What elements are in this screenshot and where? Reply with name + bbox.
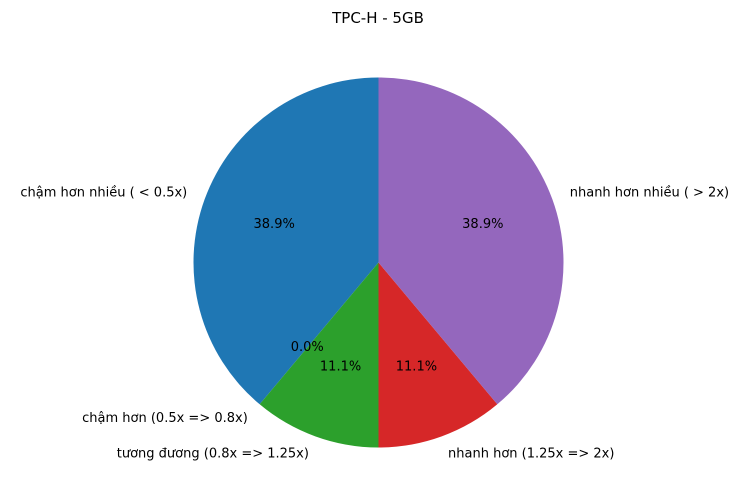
pie-labels: chậm hơn nhiều ( < 0.5x) 38.9% chậm hơn (0… (20, 185, 729, 461)
pie-slice-4 (378, 77, 564, 405)
slice-label-4: nhanh hơn nhiều ( > 2x) (570, 185, 729, 200)
pie-slices (193, 77, 564, 448)
slice-percent-2: 11.1% (320, 359, 361, 374)
pie-slice-2 (259, 262, 379, 448)
slice-label-0: chậm hơn nhiều ( < 0.5x) (20, 185, 187, 200)
chart-title: TPC-H - 5GB (331, 9, 424, 27)
slice-percent-3: 11.1% (396, 359, 437, 374)
slice-percent-1: 0.0% (291, 340, 324, 355)
slice-label-2: tương đương (0.8x => 1.25x) (117, 446, 309, 461)
slice-label-1: chậm hơn (0.5x => 0.8x) (82, 411, 248, 426)
pie-slice-0 (193, 77, 379, 405)
slice-label-3: nhanh hơn (1.25x => 2x) (448, 446, 614, 461)
slice-percent-4: 38.9% (462, 217, 503, 232)
pie-slice-3 (378, 262, 498, 448)
slice-percent-0: 38.9% (254, 217, 295, 232)
